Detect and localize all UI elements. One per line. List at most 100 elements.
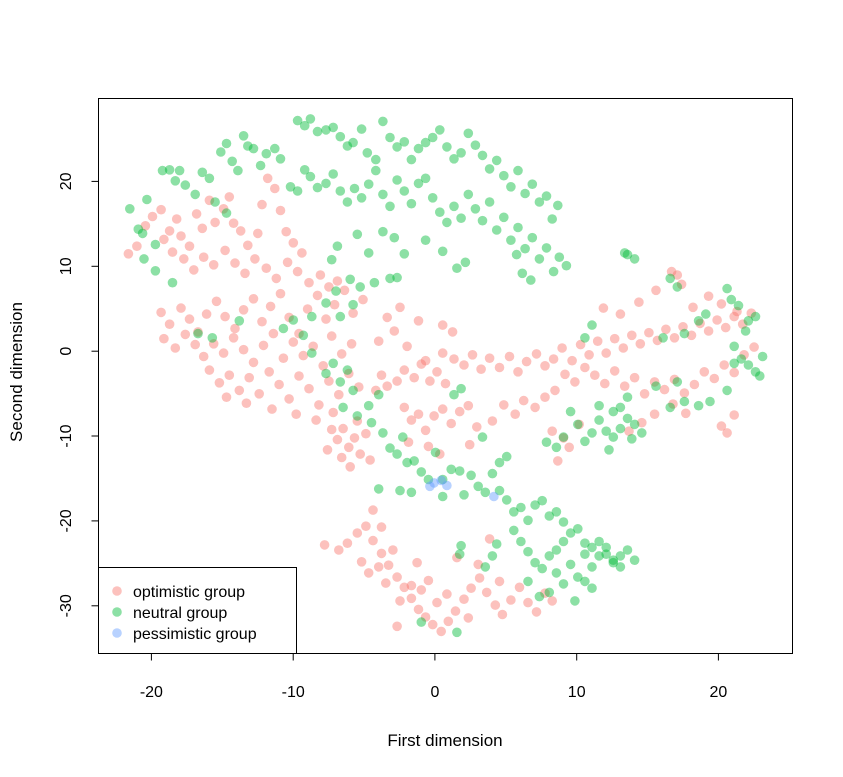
point-optimistic [254, 389, 264, 399]
point-optimistic [467, 350, 478, 360]
point-optimistic [399, 402, 410, 413]
point-neutral [573, 524, 583, 534]
point-optimistic [484, 534, 495, 544]
point-neutral [594, 400, 604, 411]
point-neutral [477, 215, 488, 226]
point-optimistic [238, 305, 249, 315]
point-neutral [299, 165, 310, 175]
point-pessimistic [489, 491, 499, 502]
point-optimistic [719, 360, 729, 370]
point-neutral [537, 563, 547, 574]
point-optimistic [326, 424, 337, 435]
point-optimistic [547, 596, 557, 606]
point-optimistic [668, 399, 678, 409]
point-neutral [348, 137, 358, 148]
point-neutral [534, 591, 545, 602]
point-optimistic [584, 350, 594, 360]
point-neutral [463, 128, 474, 139]
point-neutral [332, 241, 343, 251]
point-neutral [321, 178, 331, 189]
point-neutral [548, 266, 559, 277]
y-axis: -30 -20 -10 0 10 20 Second dimension [7, 172, 99, 617]
point-neutral [392, 142, 402, 152]
point-optimistic [703, 326, 714, 336]
point-optimistic [473, 559, 484, 570]
point-neutral [601, 426, 611, 437]
point-optimistic [361, 428, 371, 439]
point-neutral [509, 525, 519, 536]
point-optimistic [720, 322, 731, 333]
point-optimistic [344, 442, 354, 453]
point-optimistic [352, 528, 363, 538]
point-neutral [292, 186, 303, 196]
point-optimistic [618, 343, 629, 353]
point-optimistic [437, 404, 448, 414]
point-neutral [139, 254, 149, 264]
point-optimistic [288, 337, 299, 347]
point-neutral [363, 400, 374, 411]
point-neutral [580, 538, 590, 548]
point-pessimistic [442, 480, 452, 491]
point-neutral [456, 148, 466, 158]
point-optimistic [355, 449, 366, 459]
point-neutral [523, 576, 533, 587]
point-optimistic [681, 408, 691, 419]
point-optimistic [689, 379, 700, 390]
point-optimistic [201, 309, 212, 319]
point-neutral [558, 579, 569, 589]
point-neutral [587, 542, 597, 553]
point-optimistic [729, 410, 739, 420]
point-optimistic [436, 626, 447, 637]
point-neutral [466, 470, 476, 481]
legend: optimistic group neutral group pessimist… [98, 567, 297, 654]
point-neutral [221, 208, 232, 218]
point-optimistic [635, 339, 646, 349]
point-neutral [501, 495, 512, 505]
point-optimistic [319, 540, 330, 550]
point-neutral [622, 413, 633, 424]
point-neutral [551, 442, 562, 453]
point-optimistic [159, 234, 169, 245]
point-neutral [328, 358, 339, 369]
point-neutral [547, 214, 557, 224]
point-neutral [234, 316, 245, 326]
point-optimistic [294, 328, 304, 339]
point-optimistic [257, 316, 267, 327]
point-neutral [420, 137, 431, 148]
point-neutral [454, 549, 465, 559]
point-optimistic [695, 318, 705, 329]
point-neutral [551, 507, 562, 517]
point-optimistic [420, 612, 431, 622]
point-neutral [348, 385, 358, 396]
point-neutral [551, 568, 562, 578]
point-neutral [499, 170, 509, 181]
point-optimistic [308, 341, 319, 352]
point-neutral [331, 286, 341, 296]
point-neutral [427, 193, 438, 203]
point-neutral [378, 226, 388, 237]
point-optimistic [339, 285, 350, 296]
point-neutral [420, 235, 431, 245]
point-neutral [561, 260, 572, 271]
point-optimistic [729, 367, 739, 378]
point-optimistic [346, 339, 357, 349]
point-optimistic [506, 595, 516, 605]
point-neutral [608, 557, 619, 568]
point-neutral [399, 249, 410, 259]
point-neutral [385, 273, 395, 284]
point-optimistic [171, 214, 182, 224]
point-neutral [494, 457, 505, 468]
point-neutral [416, 617, 427, 627]
point-neutral [305, 114, 316, 124]
point-optimistic [376, 522, 387, 532]
point-neutral [608, 432, 619, 442]
point-optimistic [179, 254, 189, 264]
point-neutral [402, 457, 412, 468]
point-neutral [335, 186, 346, 196]
point-optimistic [447, 327, 458, 337]
point-optimistic [167, 247, 178, 257]
point-neutral [755, 371, 765, 381]
point-optimistic [140, 221, 151, 231]
point-neutral [216, 147, 226, 157]
